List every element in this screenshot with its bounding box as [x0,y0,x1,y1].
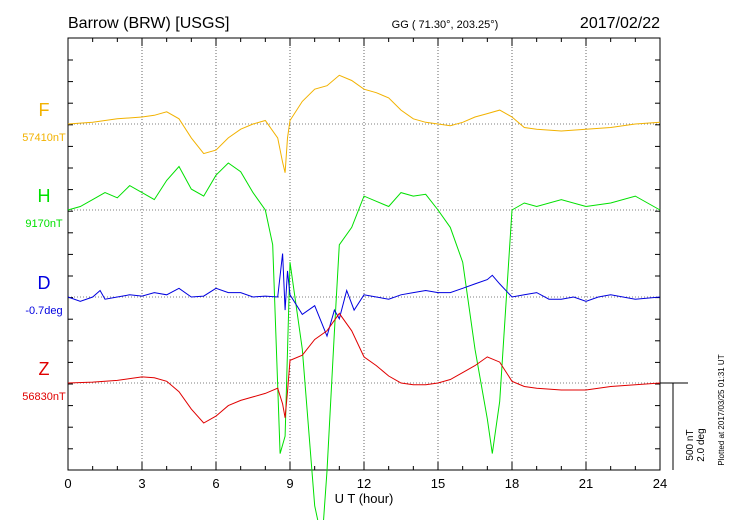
x-axis-label: U T (hour) [335,491,394,506]
series-name-H: H [38,186,51,206]
x-tick-label: 24 [653,476,667,491]
grid-lines [68,38,660,470]
series-baseline-label-H: 9170nT [25,218,63,230]
series-labels: F 57410nT H 9170nT D -0.7deg Z 56830nT [22,100,66,403]
x-tick-label: 9 [286,476,293,491]
series-line-H [67,162,661,520]
series-baseline-label-Z: 56830nT [22,391,66,403]
series-baseline-label-D: -0.7deg [25,305,62,317]
x-tick-label: 12 [357,476,371,491]
x-tick-label: 21 [579,476,593,491]
series-line-F [67,74,661,173]
series-line-D [67,253,661,338]
chart-title: Barrow (BRW) [USGS] [68,15,230,32]
scale-label-deg: 2.0 deg [696,428,707,461]
x-tick-label: 3 [138,476,145,491]
series-name-Z: Z [39,359,50,379]
plotted-note: Plotted at 2017/03/25 01:31 UT [717,354,726,465]
x-tick-label: 18 [505,476,519,491]
axis-ticks: 0 3 6 9 12 15 18 21 24 [64,38,667,491]
station-coordinates: GG ( 71.30°, 203.25°) [392,19,499,31]
scale-bar: 500 nT 2.0 deg [660,382,707,470]
x-tick-label: 0 [64,476,71,491]
series-group [67,74,661,520]
series-line-Z [67,312,661,424]
chart-date: 2017/02/22 [580,15,660,32]
series-name-D: D [38,273,51,293]
scale-label-nt: 500 nT [685,429,696,460]
series-baseline-label-F: 57410nT [22,132,66,144]
x-tick-label: 6 [212,476,219,491]
series-name-F: F [39,100,50,120]
x-tick-label: 15 [431,476,445,491]
